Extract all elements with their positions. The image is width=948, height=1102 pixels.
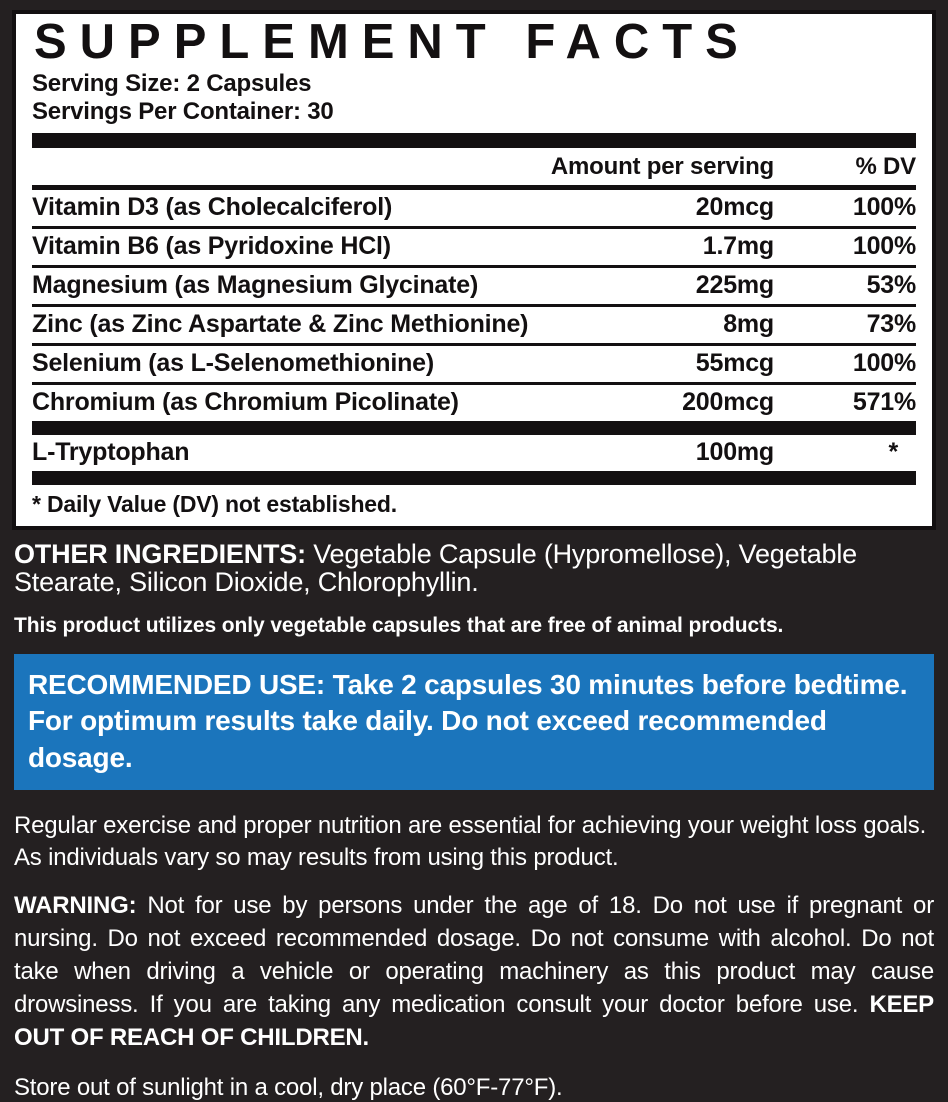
divider-thick-middle (32, 420, 916, 435)
nutrient-name: Selenium (as L-Selenomethionine) (32, 348, 434, 377)
table-row-tryptophan: L-Tryptophan 100mg * (32, 435, 916, 471)
nutrient-dv: 100% (852, 192, 916, 221)
nutrient-name: Vitamin D3 (as Cholecalciferol) (32, 192, 393, 221)
table-row: Vitamin D3 (as Cholecalciferol) 20mcg 10… (32, 190, 916, 226)
nutrient-dv: 53% (866, 270, 917, 299)
recommended-use-label: RECOMMENDED USE: (28, 668, 326, 700)
divider-thick-bottom (32, 470, 916, 485)
other-ingredients-paragraph: OTHER INGREDIENTS: Vegetable Capsule (Hy… (14, 538, 934, 598)
nutrient-amount: 1.7mg (702, 231, 774, 260)
nutrient-amount: 100mg (695, 437, 774, 466)
other-ingredients-text: Vegetable Capsule (Hypromellose), Vegeta… (14, 538, 857, 598)
supplement-label: SUPPLEMENT FACTS Serving Size: 2 Capsule… (0, 10, 948, 1101)
header-amount-per-serving: Amount per serving (550, 152, 774, 180)
nutrient-amount: 55mcg (695, 348, 774, 377)
table-row: Zinc (as Zinc Aspartate & Zinc Methionin… (32, 303, 917, 343)
table-header-row: Amount per serving % DV (32, 148, 916, 185)
nutrient-amount: 8mg (723, 309, 774, 338)
nutrient-dv: 73% (866, 309, 917, 338)
servings-per-container: Servings Per Container: 30 (32, 97, 334, 125)
table-row: Chromium (as Chromium Picolinate) 200mcg… (32, 381, 916, 421)
other-ingredients-label: OTHER INGREDIENTS: (14, 538, 306, 569)
nutrient-dv: 100% (852, 348, 916, 377)
nutrient-name: Vitamin B6 (as Pyridoxine HCl) (32, 231, 391, 260)
nutrient-dv: 100% (852, 231, 916, 260)
table-row: Selenium (as L-Selenomethionine) 55mcg 1… (32, 342, 916, 382)
exercise-disclaimer: Regular exercise and proper nutrition ar… (14, 811, 927, 872)
panel-title: SUPPLEMENT FACTS (34, 15, 751, 69)
nutrient-name: Magnesium (as Magnesium Glycinate) (32, 270, 479, 299)
nutrient-name: L-Tryptophan (32, 437, 190, 466)
header-percent-dv: % DV (855, 152, 916, 180)
storage-instructions: Store out of sunlight in a cool, dry pla… (14, 1074, 563, 1102)
nutrient-dv: 571% (852, 387, 916, 416)
nutrient-amount: 200mcg (682, 387, 774, 416)
supplement-facts-panel: SUPPLEMENT FACTS Serving Size: 2 Capsule… (12, 10, 936, 530)
vegetable-capsule-note: This product utilizes only vegetable cap… (14, 613, 784, 637)
recommended-use-text: Take 2 capsules 30 minutes before bedtim… (28, 668, 908, 773)
warning-label: WARNING: (14, 891, 137, 919)
label-lower-sections: OTHER INGREDIENTS: Vegetable Capsule (Hy… (0, 538, 948, 1102)
dv-footnote: * Daily Value (DV) not established. (32, 490, 397, 517)
warning-text: Not for use by persons under the age of … (14, 891, 934, 1019)
nutrient-dv: * (888, 437, 898, 466)
recommended-use-box: RECOMMENDED USE: Take 2 capsules 30 minu… (14, 653, 934, 790)
serving-size: Serving Size: 2 Capsules (32, 69, 312, 97)
divider-thin-header (32, 184, 916, 190)
warning-paragraph: WARNING: Not for use by persons under th… (14, 889, 934, 1055)
table-row: Magnesium (as Magnesium Glycinate) 225mg… (32, 264, 917, 304)
divider-thick-top (32, 132, 916, 148)
nutrient-name: Zinc (as Zinc Aspartate & Zinc Methionin… (32, 309, 529, 338)
nutrient-amount: 225mg (695, 270, 774, 299)
nutrient-amount: 20mcg (695, 192, 774, 221)
nutrient-table: Vitamin D3 (as Cholecalciferol) 20mcg 10… (32, 190, 916, 421)
table-row: Vitamin B6 (as Pyridoxine HCl) 1.7mg 100… (32, 225, 916, 265)
nutrient-name: Chromium (as Chromium Picolinate) (32, 387, 459, 416)
